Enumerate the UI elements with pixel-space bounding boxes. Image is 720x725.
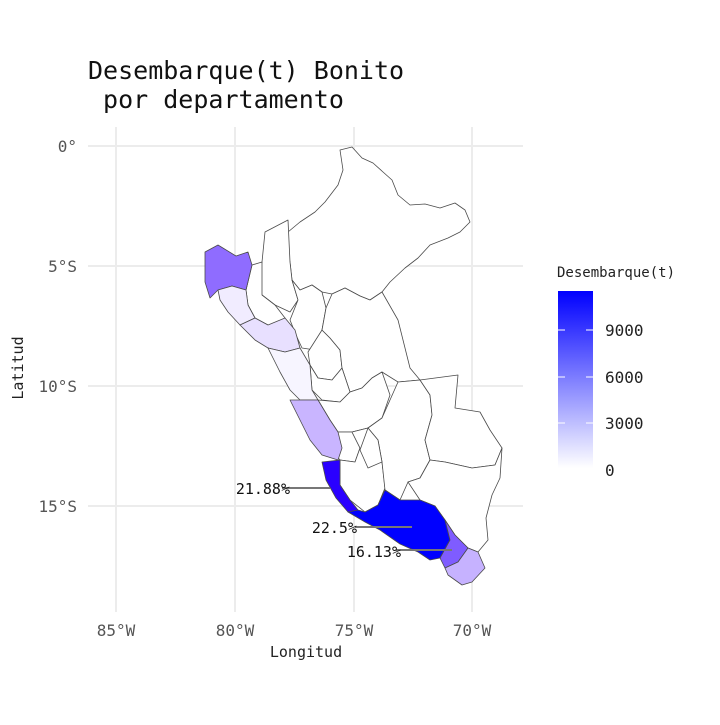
dept-puno — [407, 447, 503, 553]
legend-title: Desembarque(t) — [557, 265, 675, 281]
departments-coast — [204, 244, 486, 586]
legend-tick-3000: 3000 — [605, 414, 644, 433]
x-tick-70: 70°W — [453, 621, 492, 640]
dept-loreto — [285, 146, 471, 301]
label-ica: 21.88% — [236, 480, 290, 498]
x-tick-75: 75°W — [335, 621, 374, 640]
y-tick-15: 15°S — [38, 497, 77, 516]
y-axis-title: Latitud — [9, 336, 27, 399]
legend-tick-6000: 6000 — [605, 368, 644, 387]
dept-lambayeque — [239, 317, 301, 353]
percent-labels: 21.88% 22.5% 16.13% — [236, 480, 401, 561]
dept-ancash — [267, 347, 319, 401]
dept-apurimac — [359, 427, 383, 469]
dept-tacna — [444, 547, 486, 586]
map-title: Desembarque(t) Bonito por departamento — [88, 56, 404, 114]
y-tick-10: 10°S — [38, 377, 77, 396]
label-lines — [282, 487, 452, 551]
legend-tick-9000: 9000 — [605, 321, 644, 340]
legend-tick-marks — [558, 329, 593, 424]
label-arequipa: 22.5% — [312, 519, 357, 537]
x-axis-ticks: 85°W 80°W 75°W 70°W — [97, 621, 492, 640]
legend-colorbar — [558, 291, 593, 468]
title-line-1: Desembarque(t) Bonito — [88, 56, 405, 85]
legend: Desembarque(t) 9000 6000 3000 0 — [557, 265, 675, 480]
x-tick-80: 80°W — [216, 621, 255, 640]
y-axis-ticks: 0° 5°S 10°S 15°S — [38, 137, 77, 516]
title-line-2: por departamento — [88, 85, 344, 114]
dept-madrededios — [419, 374, 503, 469]
label-moquegua: 16.13% — [347, 543, 401, 561]
x-axis-title: Longitud — [270, 643, 342, 661]
y-tick-0: 0° — [58, 137, 77, 156]
dept-lima — [289, 399, 343, 461]
x-tick-85: 85°W — [97, 621, 136, 640]
departments-zero — [245, 146, 503, 553]
legend-tick-0: 0 — [605, 461, 615, 480]
y-tick-5: 5°S — [48, 257, 77, 276]
